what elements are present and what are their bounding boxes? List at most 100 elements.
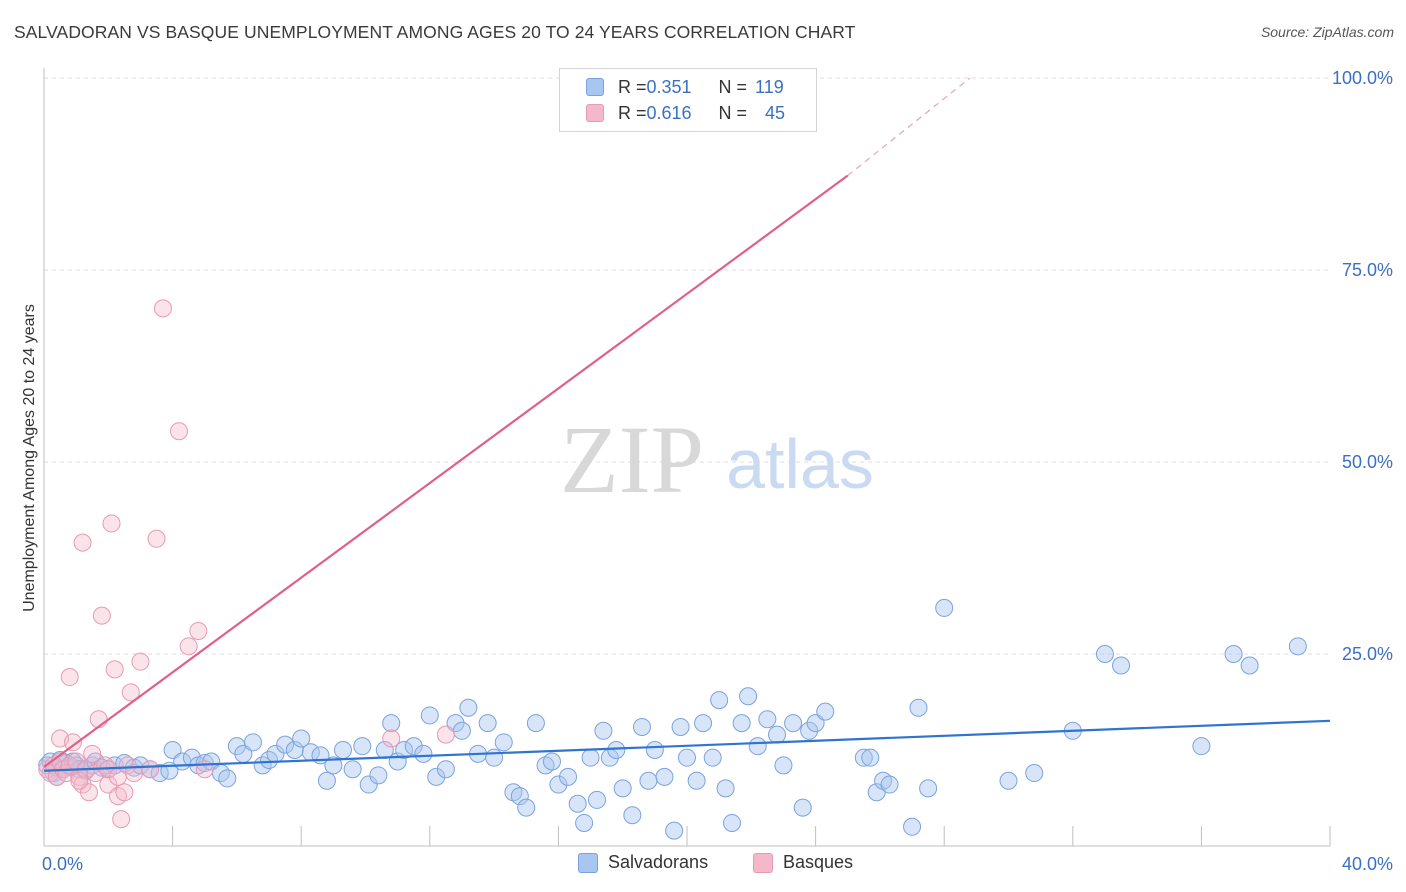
series-legend: Salvadorans Basques: [0, 852, 1406, 876]
salvadoran-point: [324, 756, 343, 775]
salvadoran-point: [793, 798, 812, 817]
salvadoran-point: [436, 760, 455, 779]
trend-lines: [43, 77, 1331, 772]
salvadoran-point: [420, 706, 439, 725]
basque-point: [89, 710, 108, 729]
salvadoran-point: [623, 806, 642, 825]
salvadoran-point: [758, 710, 777, 729]
salvadoran-point: [414, 744, 433, 763]
basque-point: [436, 725, 455, 744]
basque-point: [121, 683, 140, 702]
basque-point: [170, 422, 189, 441]
salvadoran-point: [710, 691, 729, 710]
legend-r-label: R =: [618, 102, 647, 123]
salvadoran-point: [404, 737, 423, 756]
basque-point: [73, 533, 92, 552]
y-tick-label: 100.0%: [1332, 68, 1393, 88]
salvadoran-point: [276, 735, 295, 754]
salvadoran-point: [317, 771, 336, 790]
tick-labels: 25.0% 50.0% 75.0% 100.0% 0.0% 40.0%: [42, 68, 1393, 874]
salvadoran-point: [1025, 764, 1044, 783]
trend-line-basques: [43, 174, 849, 768]
salvadoran-point: [632, 717, 651, 736]
legend-row-salvadorans: R = 0.351 N = 119: [586, 75, 784, 99]
salvadoran-point: [382, 714, 401, 733]
salvadoran-point: [655, 767, 674, 786]
salvadoran-point: [427, 767, 446, 786]
salvadoran-point: [935, 598, 954, 617]
salvadoran-point: [694, 714, 713, 733]
salvadoran-point: [285, 741, 304, 759]
salvadoran-point: [542, 752, 561, 771]
salvadoran-point: [800, 721, 819, 740]
salvadoran-point: [510, 787, 529, 806]
legend-item-salvadorans[interactable]: Salvadorans: [578, 852, 708, 873]
salvadoran-point: [459, 698, 478, 717]
salvadoran-point: [919, 779, 938, 798]
salvadoran-point: [1112, 656, 1131, 675]
legend-r-value: 0.616: [646, 102, 692, 123]
basque-point: [99, 775, 118, 794]
salvadoran-point: [909, 698, 928, 717]
salvadoran-point: [478, 714, 497, 733]
basque-point: [47, 767, 66, 786]
salvadoran-point: [716, 779, 735, 798]
y-tick-label: 50.0%: [1342, 452, 1393, 472]
y-tick-label: 75.0%: [1342, 260, 1393, 280]
salvadoran-point: [581, 748, 600, 767]
salvadoran-point: [195, 754, 214, 773]
salvadoran-point: [1095, 645, 1114, 663]
salvadoran-point: [343, 760, 362, 779]
basque-point: [115, 783, 134, 802]
salvadoran-point: [1240, 656, 1259, 675]
salvadoran-point: [665, 821, 684, 840]
basque-point: [141, 760, 160, 779]
salvadoran-point: [218, 769, 237, 788]
chart-title: SALVADORAN VS BASQUE UNEMPLOYMENT AMONG …: [14, 22, 856, 42]
legend-item-basques[interactable]: Basques: [753, 852, 853, 873]
basque-point: [102, 514, 121, 533]
legend-n-label: N =: [718, 76, 748, 97]
salvadoran-point: [806, 714, 825, 733]
salvadoran-point: [369, 766, 388, 785]
salvadoran-point: [452, 721, 471, 740]
salvadoran-point: [784, 714, 803, 733]
basque-point: [153, 299, 172, 318]
salvadoran-point: [494, 733, 513, 752]
legend-n-label: N =: [718, 102, 748, 123]
salvadoran-point: [1224, 645, 1243, 663]
legend-label-salvadorans: Salvadorans: [608, 852, 709, 872]
basque-point: [63, 733, 82, 752]
salvadoran-point: [816, 702, 835, 721]
legend-r-label: R =: [618, 76, 647, 97]
x-tick-label: 0.0%: [42, 854, 83, 874]
salvadoran-point: [549, 775, 568, 794]
salvadoran-point: [861, 748, 880, 767]
salvadoran-point: [202, 752, 221, 771]
basque-point: [179, 637, 198, 656]
legend-swatch-basques: [753, 852, 773, 873]
legend-label-basques: Basques: [783, 852, 854, 872]
salvadoran-point: [395, 741, 414, 759]
salvadorans-points: [38, 598, 1307, 840]
basque-point: [92, 606, 111, 625]
salvadoran-point: [678, 748, 696, 767]
basque-point: [83, 744, 102, 763]
basque-point: [60, 668, 79, 687]
grid: [44, 77, 1330, 655]
salvadoran-point: [645, 741, 664, 759]
legend-row-basques: R = 0.616 N = 45: [586, 101, 785, 125]
legend-swatch-basques: [586, 104, 604, 122]
salvadoran-point: [292, 729, 311, 748]
legend-swatch-salvadorans: [578, 852, 598, 873]
salvadoran-point: [243, 733, 262, 752]
salvadoran-point: [575, 813, 594, 832]
salvadoran-point: [607, 741, 626, 759]
y-tick-label: 25.0%: [1342, 644, 1393, 664]
salvadoran-point: [639, 771, 658, 790]
salvadoran-point: [446, 714, 465, 733]
basque-point: [131, 652, 150, 671]
salvadoran-point: [748, 737, 767, 756]
basque-point: [118, 756, 137, 775]
basque-point: [147, 529, 166, 548]
